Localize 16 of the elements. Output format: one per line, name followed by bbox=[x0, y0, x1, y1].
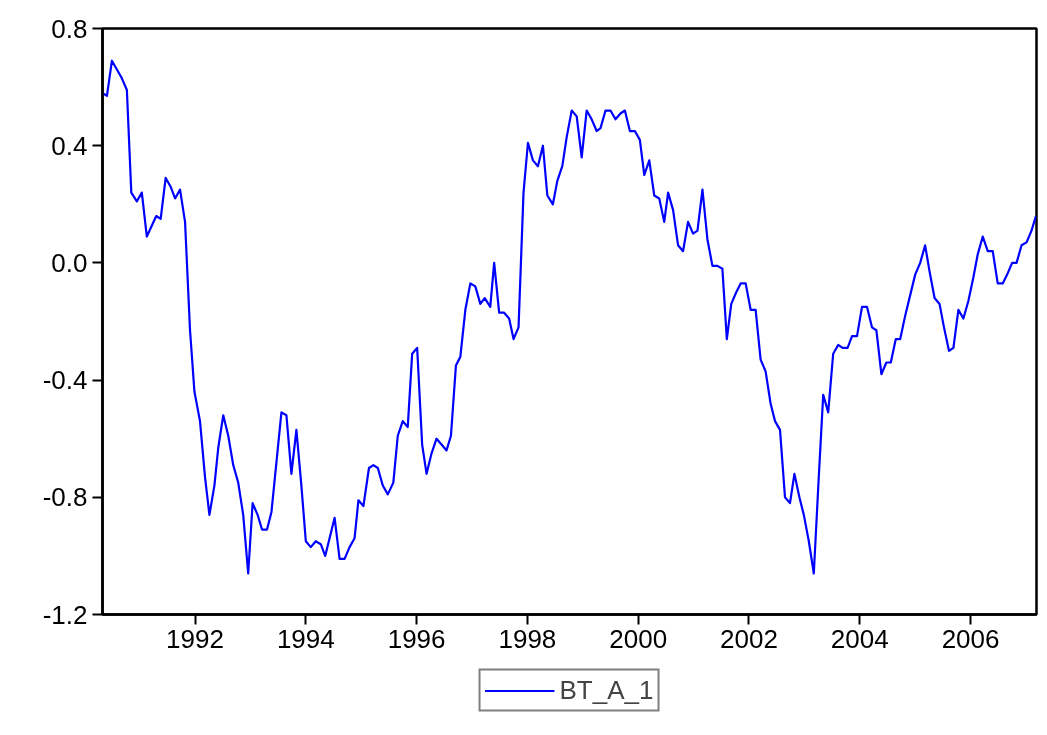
y-tick-label: -0.8 bbox=[42, 482, 88, 513]
y-tick-label: -1.2 bbox=[42, 599, 88, 630]
y-tick-label: 0.4 bbox=[51, 130, 88, 161]
x-tick-label: 1998 bbox=[498, 623, 557, 654]
line-series bbox=[102, 59, 1037, 575]
x-tick-label: 2004 bbox=[830, 623, 889, 654]
x-tick-label: 1996 bbox=[387, 623, 446, 654]
y-tick-label: 0.0 bbox=[51, 247, 88, 278]
x-tick-label: 2000 bbox=[609, 623, 668, 654]
y-tick-label: -0.4 bbox=[42, 365, 88, 396]
x-tick-label: 1992 bbox=[166, 623, 224, 654]
x-tick-label: 1994 bbox=[276, 623, 335, 654]
x-tick-label: 2006 bbox=[941, 623, 1000, 654]
x-tick-label: 2002 bbox=[720, 623, 778, 654]
y-tick-label: 0.8 bbox=[51, 13, 88, 44]
legend-label: BT_A_1 bbox=[559, 674, 654, 706]
